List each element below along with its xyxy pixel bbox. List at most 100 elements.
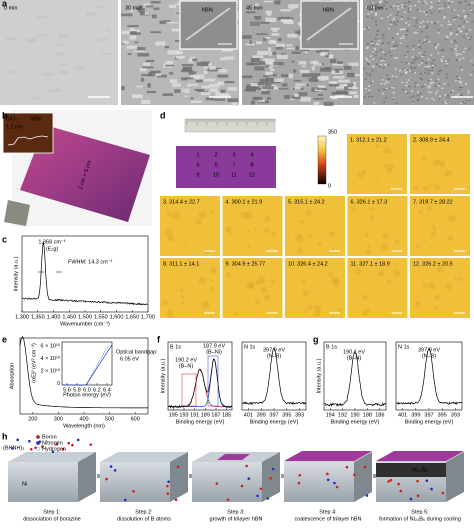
tile-texture xyxy=(297,233,303,239)
x-axis-label: Wavenumber (cm⁻¹) xyxy=(60,321,110,327)
sem-texture xyxy=(254,66,265,71)
sem-texture xyxy=(374,9,377,11)
sem-texture xyxy=(402,37,405,39)
sem-texture xyxy=(313,101,320,106)
legend-marker xyxy=(36,447,40,451)
tile-texture xyxy=(246,229,250,234)
sem-texture xyxy=(445,35,448,38)
afm-inset xyxy=(2,112,54,154)
xps-curve xyxy=(241,347,307,406)
tile-texture xyxy=(422,284,427,288)
map-number: 1 xyxy=(196,152,199,158)
sem-texture xyxy=(145,59,155,63)
sem-texture xyxy=(367,28,370,31)
sem-texture xyxy=(405,56,408,58)
sem-texture xyxy=(146,90,157,94)
sem-texture xyxy=(447,36,450,39)
sem-texture xyxy=(283,20,294,25)
afm-label: 1.2 nm xyxy=(6,124,23,130)
sem-texture xyxy=(316,50,322,53)
raman-curve xyxy=(21,241,149,306)
sem-texture xyxy=(387,64,390,66)
absorption-curve xyxy=(19,335,148,409)
sem-texture xyxy=(422,85,425,88)
map-tile xyxy=(410,196,470,256)
sem-texture xyxy=(366,62,369,65)
atom xyxy=(441,491,445,495)
tile-texture xyxy=(355,268,362,275)
sem-texture xyxy=(382,34,385,36)
x-axis-label: Binding energy (eV) xyxy=(331,419,380,425)
peak-box xyxy=(207,355,219,407)
sem-texture xyxy=(209,88,218,92)
sem-texture xyxy=(375,23,378,26)
map-tile xyxy=(347,134,407,194)
sem-texture xyxy=(371,95,374,98)
sem-texture xyxy=(431,66,434,69)
sem-texture xyxy=(379,64,382,67)
sem-texture xyxy=(157,74,167,78)
sem-texture xyxy=(434,21,437,24)
map-number: 10 xyxy=(213,172,219,178)
bandgap-value: 6.05 eV xyxy=(120,356,139,362)
sem-texture xyxy=(435,45,438,48)
peak-label: 397.9 eV xyxy=(263,347,285,353)
sem-texture xyxy=(281,74,289,78)
ni-block xyxy=(8,462,78,502)
sem-texture xyxy=(380,60,383,62)
sem-texture xyxy=(304,51,308,54)
sem-texture xyxy=(73,66,85,70)
peak-label: 397.9 eV xyxy=(418,347,440,353)
tile-texture xyxy=(226,272,232,278)
tile-label: 3. 314.4 ± 22.7 xyxy=(163,199,200,205)
tile-texture xyxy=(210,266,218,274)
atom xyxy=(132,490,135,493)
atom xyxy=(123,498,127,502)
inset-label: hBN xyxy=(323,7,334,13)
map-number: 2 xyxy=(214,152,217,158)
sem-texture xyxy=(403,69,406,71)
sem-texture xyxy=(143,3,150,6)
sem-texture xyxy=(420,72,423,75)
atom xyxy=(363,465,367,469)
sem-texture xyxy=(460,53,463,55)
sem-texture xyxy=(301,65,306,68)
sem-texture xyxy=(462,51,465,53)
inset-label: hBN xyxy=(202,7,213,13)
sem-texture xyxy=(437,43,440,46)
sem-texture xyxy=(464,15,467,17)
sem-texture xyxy=(153,7,160,11)
x-tick-label: 600 xyxy=(131,416,140,422)
sem-texture xyxy=(419,92,422,95)
sem-texture xyxy=(169,79,178,84)
sem-texture xyxy=(424,66,427,68)
sem-texture xyxy=(412,101,415,103)
sem-texture xyxy=(440,49,443,52)
sem-texture xyxy=(392,45,395,48)
x-tick-label: 397 xyxy=(269,412,278,418)
sem-texture xyxy=(217,68,228,73)
sem-texture xyxy=(450,40,453,43)
ni-side xyxy=(170,452,188,502)
sem-texture xyxy=(437,29,440,31)
sem-texture xyxy=(254,15,262,18)
atom xyxy=(16,438,19,442)
atom xyxy=(245,464,248,468)
tile-texture xyxy=(433,227,437,231)
x-tick-label: 191 xyxy=(190,412,199,418)
sem-texture xyxy=(460,102,463,104)
sem-texture xyxy=(271,86,279,90)
sem-texture xyxy=(281,83,288,87)
sem-texture xyxy=(462,26,465,28)
sem-texture xyxy=(430,21,433,23)
x-tick-label: 1,550 xyxy=(94,314,108,320)
sem-texture xyxy=(437,73,440,75)
sem-texture xyxy=(167,50,180,55)
sem-texture xyxy=(59,63,66,66)
sem-texture xyxy=(317,93,324,96)
sem-texture xyxy=(165,64,174,67)
sem-texture xyxy=(464,83,467,86)
sem-texture xyxy=(406,50,409,53)
tile-texture xyxy=(431,224,435,229)
tile-texture xyxy=(296,247,303,254)
